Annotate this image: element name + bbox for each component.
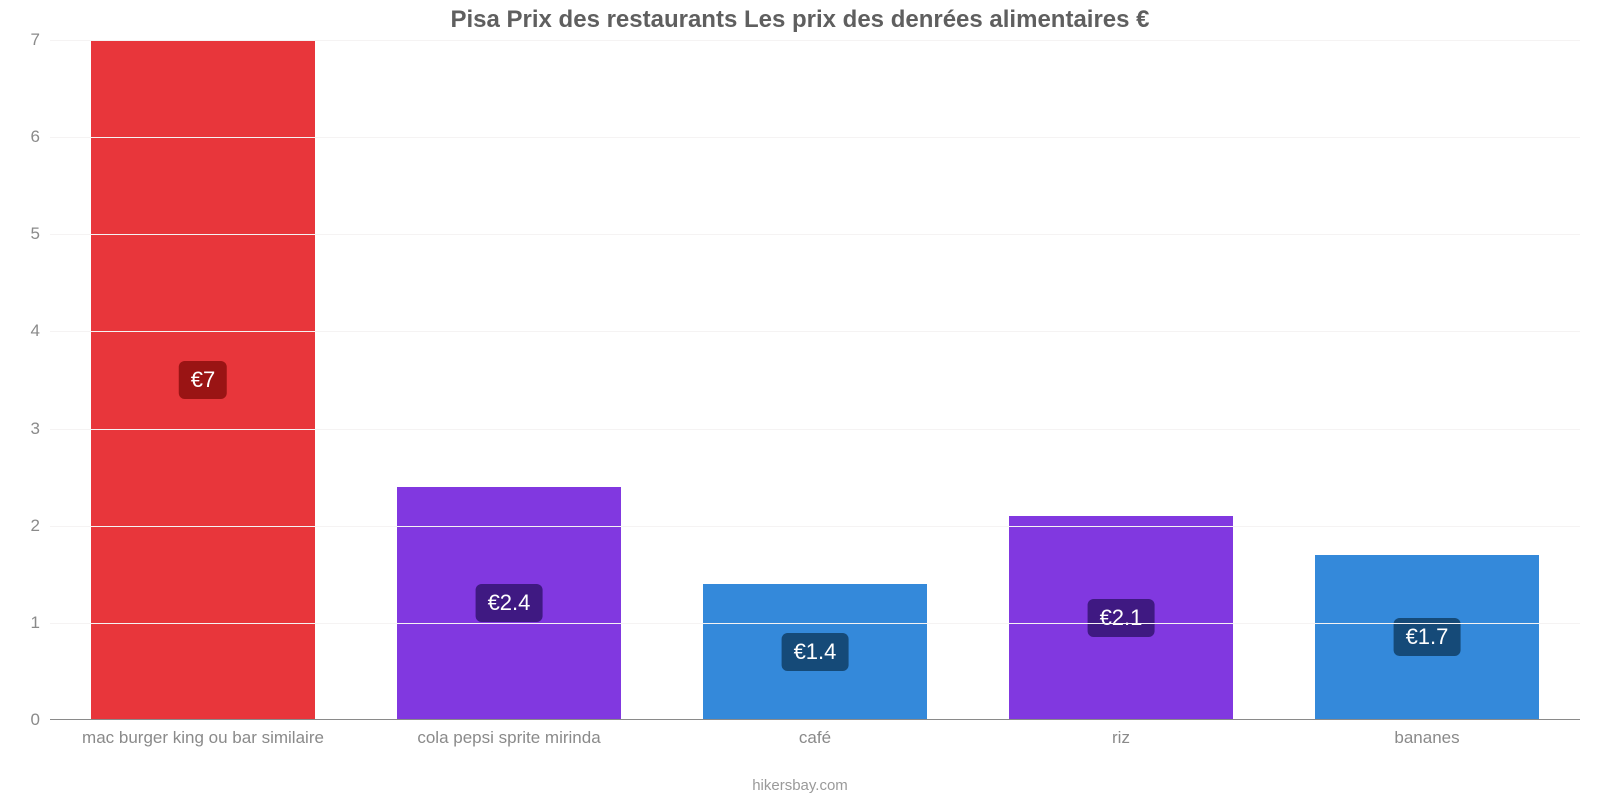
grid-line — [50, 526, 1580, 527]
grid-line — [50, 429, 1580, 430]
x-axis-label: mac burger king ou bar similaire — [82, 728, 324, 748]
bars-layer: €7 €2.4 €1.4 €2.1 €1.7 — [50, 40, 1580, 720]
x-axis-line — [50, 719, 1580, 720]
bar: €2.1 — [1009, 516, 1232, 720]
value-badge: €2.4 — [476, 584, 543, 622]
y-tick-label: 4 — [10, 321, 40, 341]
y-tick-label: 1 — [10, 613, 40, 633]
value-badge: €1.7 — [1394, 618, 1461, 656]
value-badge: €1.4 — [782, 633, 849, 671]
x-axis-labels: mac burger king ou bar similaire cola pep… — [50, 728, 1580, 758]
x-axis-label: riz — [1112, 728, 1130, 748]
grid-line — [50, 234, 1580, 235]
price-bar-chart: Pisa Prix des restaurants Les prix des d… — [0, 0, 1600, 800]
x-axis-label: bananes — [1394, 728, 1459, 748]
y-tick-label: 2 — [10, 516, 40, 536]
grid-line — [50, 40, 1580, 41]
y-tick-label: 6 — [10, 127, 40, 147]
bar: €7 — [91, 40, 314, 720]
plot-area: €7€2.4€1.4€2.1€1.7 01234567 — [50, 40, 1580, 720]
x-axis-label: café — [799, 728, 831, 748]
attribution-text: hikersbay.com — [0, 777, 1600, 794]
y-tick-label: 7 — [10, 30, 40, 50]
bar: €1.7 — [1315, 555, 1538, 720]
y-tick-label: 5 — [10, 224, 40, 244]
bar: €1.4 — [703, 584, 926, 720]
y-tick-label: 0 — [10, 710, 40, 730]
grid-line — [50, 331, 1580, 332]
value-badge: €2.1 — [1088, 599, 1155, 637]
chart-title: Pisa Prix des restaurants Les prix des d… — [0, 6, 1600, 34]
value-badge: €7 — [179, 361, 227, 399]
x-axis-label: cola pepsi sprite mirinda — [417, 728, 600, 748]
y-tick-label: 3 — [10, 419, 40, 439]
grid-line — [50, 623, 1580, 624]
grid-line — [50, 137, 1580, 138]
bar: €2.4 — [397, 487, 620, 720]
